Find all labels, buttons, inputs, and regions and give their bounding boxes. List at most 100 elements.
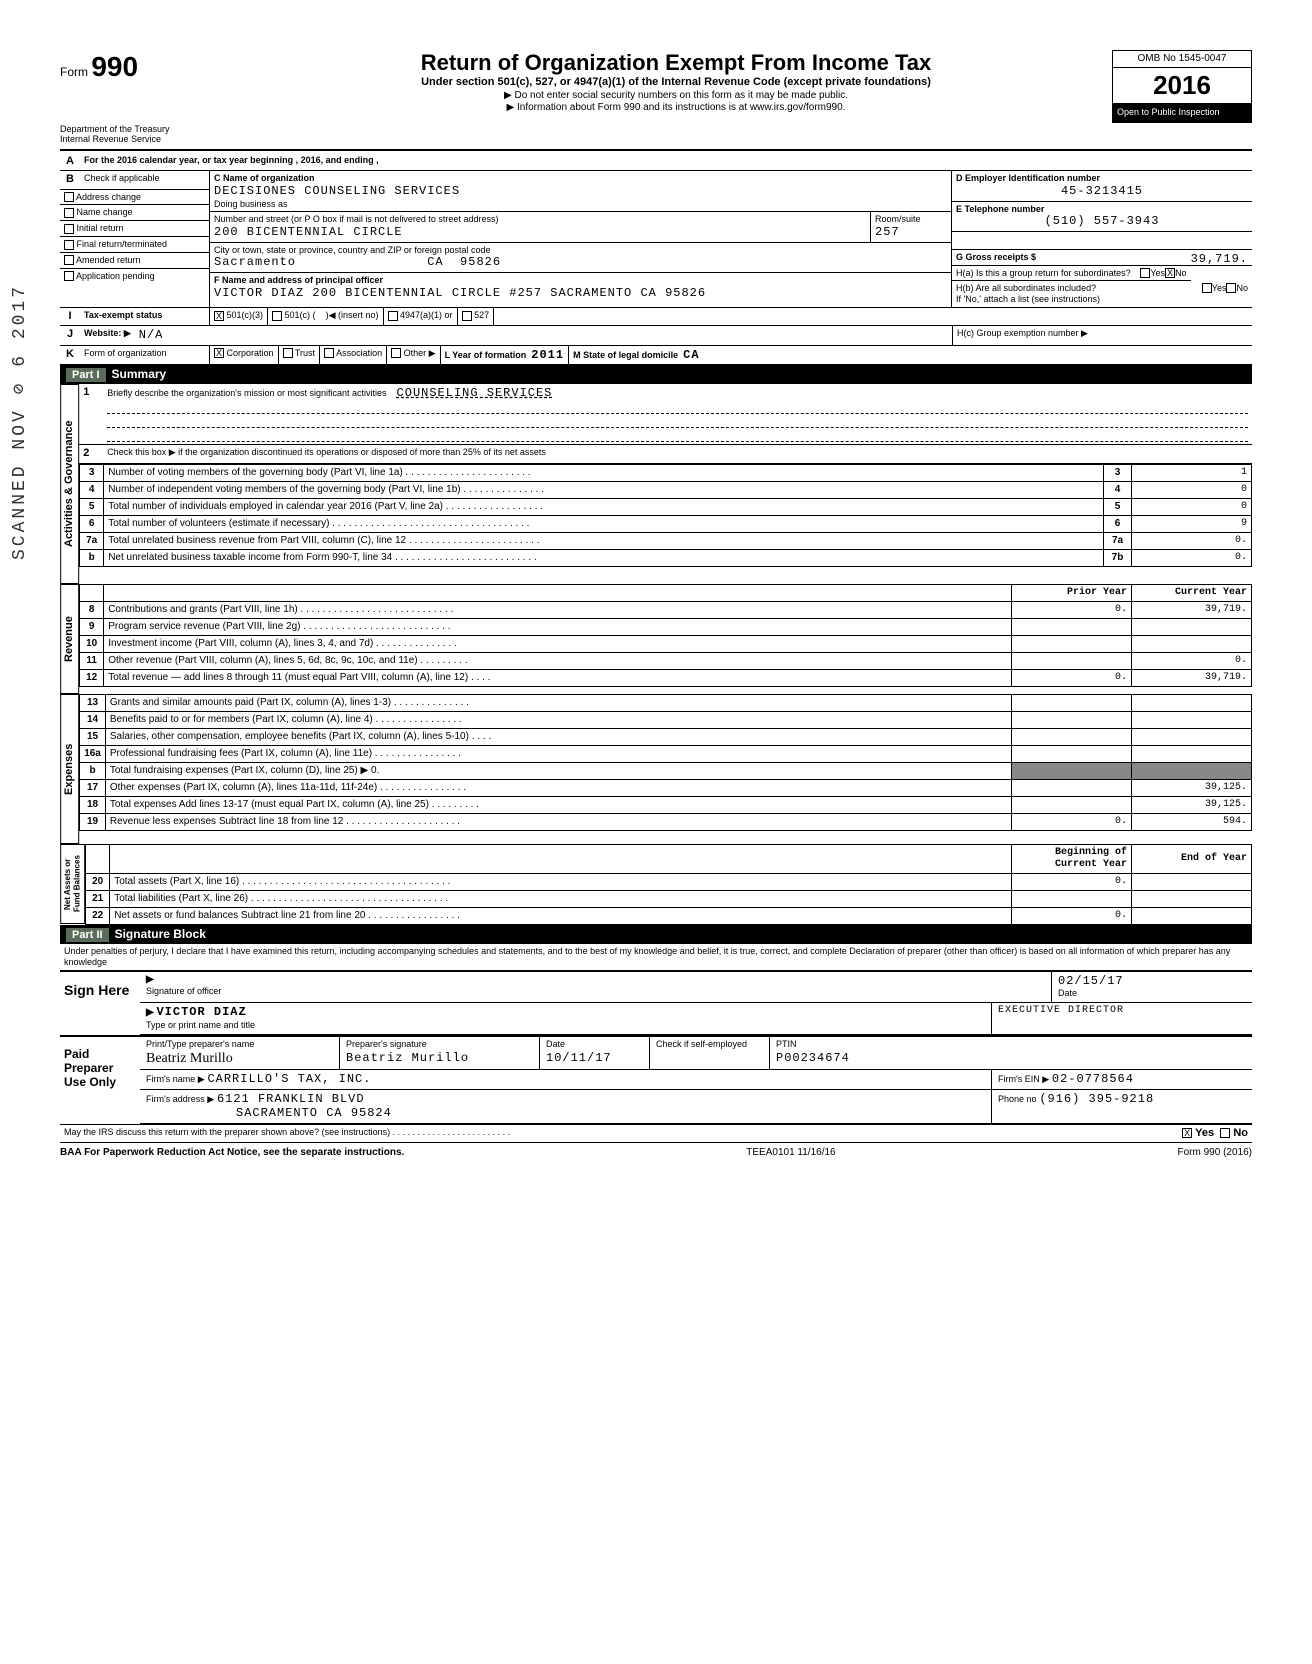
f-label: F Name and address of principal officer xyxy=(214,275,947,286)
line-desc: Total expenses Add lines 13-17 (must equ… xyxy=(105,797,1011,814)
address-change-label: Address change xyxy=(76,192,141,202)
current-val: 39,125. xyxy=(1132,797,1252,814)
line-desc: Net unrelated business taxable income fr… xyxy=(104,549,1104,566)
room-label: Room/suite xyxy=(875,214,947,225)
line-desc: Professional fundraising fees (Part IX, … xyxy=(105,746,1011,763)
ha-no-box[interactable]: X xyxy=(1165,268,1175,278)
prior-val xyxy=(1012,797,1132,814)
prep-name: Beatriz Murillo xyxy=(146,1051,233,1066)
officer-title: EXECUTIVE DIRECTOR xyxy=(992,1003,1252,1033)
checkbox-amended[interactable] xyxy=(64,255,74,265)
k-other-box[interactable] xyxy=(391,348,401,358)
website: N/A xyxy=(135,326,952,344)
form-subtitle: Under section 501(c), 527, or 4947(a)(1)… xyxy=(250,76,1102,89)
prior-val: 0. xyxy=(1012,814,1132,831)
line-val: 1 xyxy=(1132,464,1252,481)
phone: (916) 395-9218 xyxy=(1039,1092,1154,1106)
vtab-expenses: Expenses xyxy=(60,694,79,844)
ha-label: H(a) Is this a group return for subordin… xyxy=(956,268,1140,279)
prep-date-label: Date xyxy=(546,1039,565,1049)
k-trust-box[interactable] xyxy=(283,348,293,358)
line-desc: Total assets (Part X, line 16) . . . . .… xyxy=(110,874,1012,891)
sign-here-label: Sign Here xyxy=(60,972,140,1035)
revenue-table: Prior Year Current Year 8 Contributions … xyxy=(79,584,1252,687)
col-end: End of Year xyxy=(1132,845,1252,874)
ein: 45-3213415 xyxy=(956,184,1248,198)
part1-header: Part ISummary xyxy=(60,365,1252,384)
line-desc: Total fundraising expenses (Part IX, col… xyxy=(105,763,1011,780)
line-num: 18 xyxy=(80,797,106,814)
perjury-text: Under penalties of perjury, I declare th… xyxy=(60,944,1252,970)
i-501c-box[interactable] xyxy=(272,311,282,321)
line-desc: Benefits paid to or for members (Part IX… xyxy=(105,712,1011,729)
i-4947-box[interactable] xyxy=(388,311,398,321)
prep-date: 10/11/17 xyxy=(546,1051,612,1065)
org-street: 200 BICENTENNIAL CIRCLE xyxy=(214,225,403,239)
firm-ein: 02-0778564 xyxy=(1052,1072,1134,1086)
discuss-yes-box[interactable]: X xyxy=(1182,1128,1192,1138)
application-pending-label: Application pending xyxy=(76,271,155,281)
discuss-no-box[interactable] xyxy=(1220,1128,1230,1138)
phone-label: Phone no xyxy=(998,1094,1037,1104)
line-desc: Total liabilities (Part X, line 26) . . … xyxy=(110,891,1012,908)
line2: Check this box ▶ if the organization dis… xyxy=(107,447,1248,460)
check-b-label: Check if applicable xyxy=(80,171,164,188)
line-num: 3 xyxy=(80,464,104,481)
prior-val xyxy=(1012,746,1132,763)
firm-name-label: Firm's name ▶ xyxy=(146,1074,205,1084)
addr-label: Number and street (or P O box if mail is… xyxy=(214,214,866,225)
line-num: 7a xyxy=(80,532,104,549)
line1-value: COUNSELING SERVICES xyxy=(397,386,553,400)
k-corp-box[interactable]: X xyxy=(214,348,224,358)
checkbox-application-pending[interactable] xyxy=(64,271,74,281)
initial-return-label: Initial return xyxy=(77,223,124,233)
line-num: 9 xyxy=(80,619,104,636)
k-label: Form of organization xyxy=(80,346,210,364)
vtab-governance: Activities & Governance xyxy=(60,384,79,584)
hb-note: If 'No,' attach a list (see instructions… xyxy=(956,294,1100,304)
i-527: 527 xyxy=(474,310,489,320)
current-val xyxy=(1132,636,1252,653)
line-num: 15 xyxy=(80,729,106,746)
line-num: b xyxy=(80,763,106,780)
line-desc: Total number of individuals employed in … xyxy=(104,498,1104,515)
line-box: 3 xyxy=(1104,464,1132,481)
line-box: 6 xyxy=(1104,515,1132,532)
i-527-box[interactable] xyxy=(462,311,472,321)
paid-preparer-label: Paid Preparer Use Only xyxy=(60,1037,140,1124)
ha-yes-box[interactable] xyxy=(1140,268,1150,278)
checkbox-initial-return[interactable] xyxy=(64,224,74,234)
d-label: D Employer Identification number xyxy=(956,173,1248,184)
hb-no-box[interactable] xyxy=(1226,283,1236,293)
ptin-label: PTIN xyxy=(776,1039,797,1049)
org-room: 257 xyxy=(875,225,900,239)
sig-date: 02/15/17 xyxy=(1058,974,1124,988)
i-501c-open: 501(c) ( xyxy=(285,310,316,320)
line-val: 0 xyxy=(1132,498,1252,515)
prior-val xyxy=(1012,763,1132,780)
open-inspection: Open to Public Inspection xyxy=(1113,103,1251,122)
name-change-label: Name change xyxy=(77,207,133,217)
line-num: 8 xyxy=(80,602,104,619)
expenses-table: 13 Grants and similar amounts paid (Part… xyxy=(79,694,1252,831)
city-label: City or town, state or province, country… xyxy=(214,245,947,256)
checkbox-name-change[interactable] xyxy=(64,208,74,218)
col-current: Current Year xyxy=(1132,585,1252,602)
tax-year: 2016 xyxy=(1113,68,1251,103)
org-city: Sacramento CA 95826 xyxy=(214,255,501,269)
i-501c-close: )◀ (insert no) xyxy=(326,310,379,320)
line-desc: Number of independent voting members of … xyxy=(104,481,1104,498)
prior-val xyxy=(1012,780,1132,797)
line1-text: Briefly describe the organization's miss… xyxy=(107,388,386,398)
i-501c3-box[interactable]: X xyxy=(214,311,224,321)
m-label: M State of legal domicile xyxy=(573,350,678,360)
hb-yes-box[interactable] xyxy=(1202,283,1212,293)
form-number: Form 990 xyxy=(60,50,240,84)
ptin: P00234674 xyxy=(776,1051,850,1065)
k-assoc-box[interactable] xyxy=(324,348,334,358)
hb-no: No xyxy=(1236,283,1248,305)
dba-label: Doing business as xyxy=(214,199,947,210)
checkbox-final-return[interactable] xyxy=(64,240,74,250)
hb-label: H(b) Are all subordinates included? xyxy=(956,283,1096,293)
checkbox-address-change[interactable] xyxy=(64,192,74,202)
